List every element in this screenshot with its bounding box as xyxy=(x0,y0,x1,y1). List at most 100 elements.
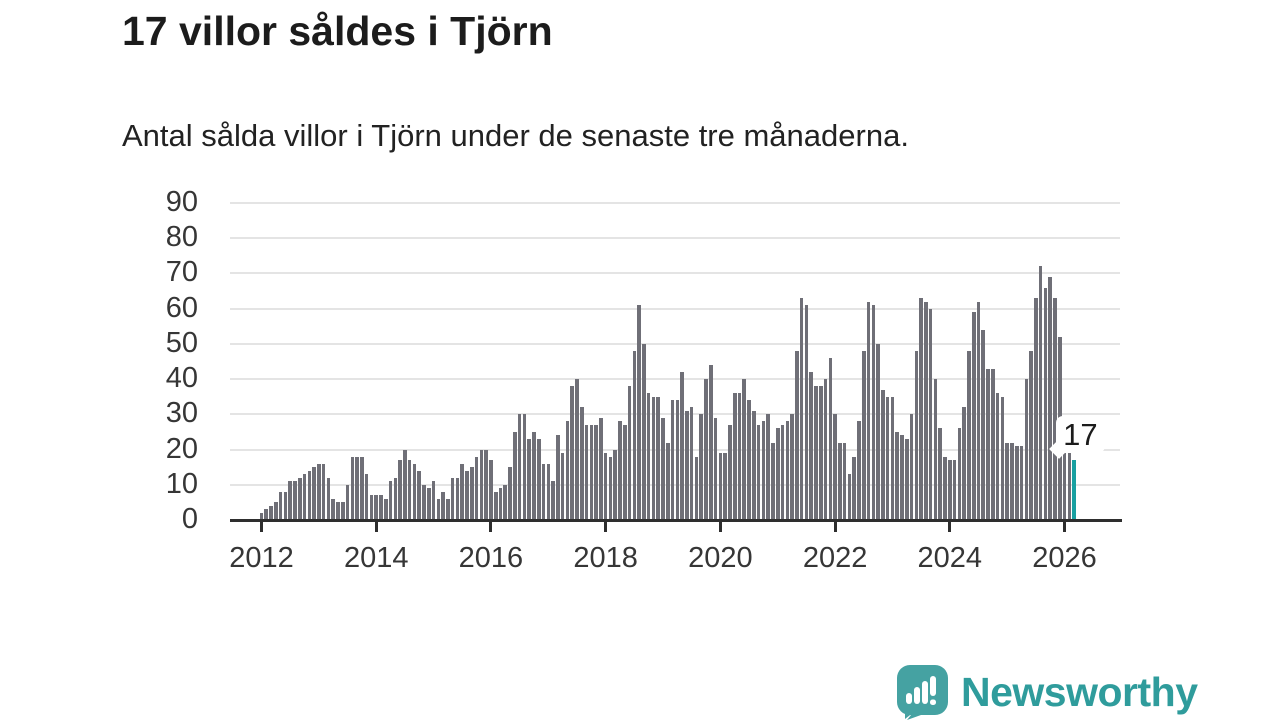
gridline-y40 xyxy=(230,378,1120,381)
bar xyxy=(584,424,589,520)
bar xyxy=(536,438,541,520)
bar xyxy=(288,481,292,520)
bar xyxy=(293,481,297,520)
bar xyxy=(1000,396,1005,520)
bar xyxy=(431,481,436,520)
bar xyxy=(991,368,995,520)
bar xyxy=(599,417,603,520)
bar xyxy=(470,467,474,520)
x-axis-line xyxy=(230,519,1122,522)
x-axis-label-2014: 2014 xyxy=(343,542,409,574)
y-axis-label-10: 10 xyxy=(165,467,198,500)
bar xyxy=(752,410,756,520)
bar xyxy=(479,449,484,520)
bar xyxy=(489,460,493,520)
bar xyxy=(890,396,895,520)
bar xyxy=(632,350,637,520)
y-axis-label-60: 60 xyxy=(165,291,198,324)
bar xyxy=(713,417,718,520)
bar xyxy=(704,379,708,520)
newsworthy-logo: Newsworthy xyxy=(896,664,1198,720)
bar xyxy=(785,421,790,520)
bar xyxy=(427,488,431,520)
x-axis-tick-2020 xyxy=(718,522,722,532)
bar xyxy=(603,453,608,520)
bar xyxy=(503,484,508,520)
bar xyxy=(675,400,680,520)
y-axis-label-30: 30 xyxy=(165,397,198,430)
gridline-y90 xyxy=(230,202,1120,204)
bar xyxy=(1029,350,1033,520)
bar xyxy=(446,498,450,520)
bar xyxy=(971,312,976,520)
bar xyxy=(441,491,445,520)
bar xyxy=(364,474,369,520)
bar xyxy=(933,379,938,520)
bar xyxy=(967,350,971,520)
y-axis-label-40: 40 xyxy=(165,362,198,395)
newsworthy-logo-text: Newsworthy xyxy=(961,668,1198,715)
bar xyxy=(556,435,560,520)
bar xyxy=(560,453,565,520)
bar xyxy=(474,456,479,520)
bar xyxy=(374,495,378,520)
x-axis-label-2022: 2022 xyxy=(802,542,868,574)
bar xyxy=(493,491,498,520)
y-axis-label-20: 20 xyxy=(165,432,198,465)
y-axis-label-50: 50 xyxy=(165,326,198,359)
bar xyxy=(718,453,723,520)
bar xyxy=(1062,442,1067,520)
bar xyxy=(833,414,837,520)
bar xyxy=(589,424,594,520)
x-axis-label-2026: 2026 xyxy=(1032,542,1097,574)
bar xyxy=(780,424,785,520)
bar xyxy=(302,474,307,520)
bar xyxy=(876,343,880,520)
bar xyxy=(938,428,943,520)
bar xyxy=(823,379,828,520)
bar xyxy=(699,414,704,520)
bar xyxy=(742,379,747,520)
bar xyxy=(297,477,302,520)
bar xyxy=(952,460,957,520)
bar xyxy=(565,421,570,520)
bar xyxy=(928,308,933,520)
highlighted-bar xyxy=(1072,460,1076,520)
bar xyxy=(484,449,488,520)
bar xyxy=(670,400,675,520)
x-axis-label-2020: 2020 xyxy=(688,542,753,574)
bar xyxy=(360,456,364,520)
bar xyxy=(1024,379,1029,520)
bar xyxy=(508,467,512,520)
bar xyxy=(895,431,900,520)
bar xyxy=(1010,442,1014,520)
bar xyxy=(871,305,876,520)
bar xyxy=(799,298,804,520)
bar xyxy=(857,421,861,520)
bar xyxy=(838,442,842,520)
bar xyxy=(957,428,962,520)
bar xyxy=(417,470,422,520)
x-axis-tick-2026 xyxy=(1063,522,1067,532)
newsworthy-logo-icon xyxy=(897,665,948,720)
bar xyxy=(618,421,622,520)
bar xyxy=(814,386,818,520)
bar xyxy=(737,393,742,520)
bar xyxy=(866,301,871,520)
bar xyxy=(924,301,928,520)
gridline-y60 xyxy=(230,307,1120,310)
bar xyxy=(336,502,340,520)
bar xyxy=(269,505,273,520)
bar xyxy=(661,417,665,520)
bar xyxy=(1005,442,1009,520)
bar xyxy=(274,502,278,520)
bar xyxy=(579,407,584,520)
bar xyxy=(962,407,966,520)
bar xyxy=(666,442,670,520)
bar xyxy=(259,512,264,520)
bar xyxy=(513,431,517,520)
bar xyxy=(986,368,990,520)
x-axis-label-2012: 2012 xyxy=(229,542,294,574)
bar xyxy=(1067,449,1072,520)
